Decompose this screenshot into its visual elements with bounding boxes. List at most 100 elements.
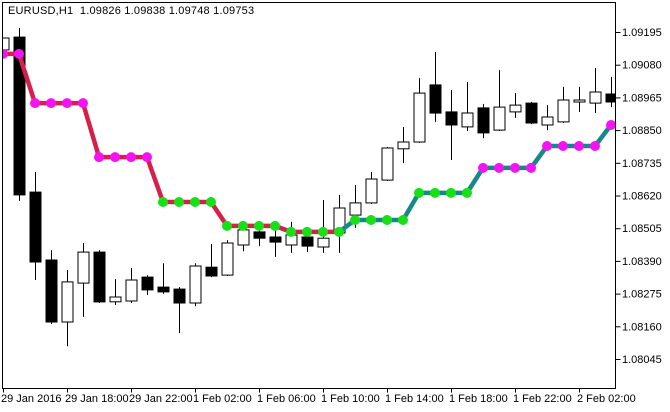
candle-body (301, 236, 314, 247)
indicator-dot (382, 215, 392, 225)
indicator-dot (478, 162, 488, 173)
indicator-dot (46, 98, 56, 109)
candle-body (61, 281, 74, 323)
indicator-dot (78, 98, 88, 109)
candle-body (445, 111, 458, 126)
time-axis-label: 1 Feb 22:00 (513, 393, 572, 405)
indicator-dot (94, 152, 104, 163)
indicator-dot (414, 187, 424, 198)
candle-body (573, 99, 586, 103)
indicator-dot (206, 197, 216, 207)
candle-body (461, 112, 474, 128)
indicator-dot (398, 215, 408, 225)
candle-body (477, 107, 490, 134)
time-axis-label: 29 Jan 2016 (1, 393, 62, 405)
candle-body (173, 288, 186, 304)
indicator-dot (558, 141, 568, 151)
price-axis-label: 1.08850 (622, 125, 662, 137)
indicator-dot (270, 220, 280, 231)
indicator-dot (526, 162, 536, 173)
candle-body (509, 104, 522, 113)
price-axis-label: 1.08275 (622, 289, 662, 301)
indicator-dot (302, 226, 312, 237)
time-axis-label: 1 Feb 02:00 (193, 393, 252, 405)
indicator-dot (350, 215, 360, 225)
indicator-dot (334, 226, 344, 237)
time-axis-label: 1 Feb 10:00 (321, 393, 380, 405)
indicator-dot (446, 187, 456, 198)
indicator-dot (574, 141, 584, 151)
candle-body (349, 202, 362, 216)
indicator-dot (62, 98, 72, 109)
price-axis-label: 1.08505 (622, 223, 662, 235)
price-axis-label: 1.09195 (622, 27, 662, 39)
indicator-dot (590, 141, 600, 151)
candle-body (541, 116, 554, 126)
price-axis-label: 1.08620 (622, 191, 662, 203)
time-axis-label: 2 Feb 02:00 (577, 393, 636, 405)
candle-body (589, 91, 602, 104)
candle-body (605, 93, 615, 103)
indicator-dot (542, 141, 552, 151)
chart-title-ohlc: EURUSD,H1 1.09826 1.09838 1.09748 1.0975… (8, 5, 255, 17)
candle-body (493, 106, 506, 131)
price-axis-label: 1.08390 (622, 256, 662, 268)
indicator-dot (430, 187, 440, 198)
indicator-line-bearish (3, 51, 339, 235)
indicator-dot (366, 215, 376, 225)
candle-body (205, 266, 218, 277)
time-axis-label: 1 Feb 06:00 (257, 393, 316, 405)
indicator-dot (494, 162, 504, 173)
plot-area (3, 28, 615, 347)
chart-frame (2, 2, 616, 389)
indicator-dot (222, 220, 232, 231)
candle-body (13, 36, 26, 196)
candle-body (557, 99, 570, 123)
candle-body (365, 178, 378, 204)
time-axis-label: 1 Feb 14:00 (385, 393, 444, 405)
indicator-line-bullish (337, 123, 613, 234)
candle-body (429, 84, 442, 114)
candle-body (237, 229, 250, 246)
indicator-dot (142, 152, 152, 163)
indicator-dot (158, 197, 168, 207)
indicator-dot (126, 152, 136, 163)
indicator-dot (238, 220, 248, 231)
price-axis-label: 1.08045 (622, 354, 662, 366)
indicator-dot (286, 226, 296, 237)
candle-body (253, 231, 266, 239)
candle-body (109, 296, 122, 303)
candle-body (45, 259, 58, 323)
time-axis-label: 29 Jan 22:00 (129, 393, 193, 405)
time-axis-label: 1 Feb 18:00 (449, 393, 508, 405)
candle-body (141, 276, 154, 291)
candle-body (269, 236, 282, 243)
price-axis-label: 1.08965 (622, 92, 662, 104)
indicator-dot (606, 120, 615, 130)
candle-body (317, 237, 330, 248)
candle-body (29, 191, 42, 263)
price-axis-label: 1.09080 (622, 60, 662, 72)
indicator-dot (462, 187, 472, 198)
indicator-dot (14, 48, 24, 59)
price-axis-label: 1.08160 (622, 321, 662, 333)
indicator-dot (318, 226, 328, 237)
candle-body (381, 147, 394, 181)
price-axis-label: 1.08735 (622, 158, 662, 170)
candle-body (397, 141, 410, 150)
candle-body (525, 102, 538, 124)
candle-body (221, 242, 234, 276)
indicator-dot (174, 197, 184, 207)
time-axis-label: 29 Jan 18:00 (65, 393, 129, 405)
candle-body (77, 251, 90, 284)
candle-body (125, 279, 138, 302)
indicator-dot (3, 48, 8, 59)
candle-body (413, 92, 426, 143)
candle-body (189, 265, 202, 304)
candle-body (157, 286, 170, 293)
indicator-dot (254, 220, 264, 231)
indicator-dot (30, 98, 40, 109)
indicator-dot (190, 197, 200, 207)
